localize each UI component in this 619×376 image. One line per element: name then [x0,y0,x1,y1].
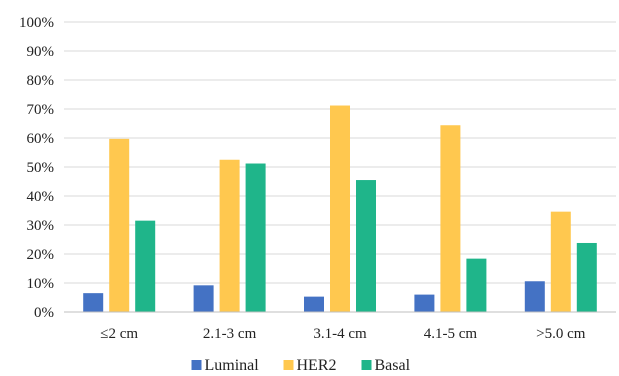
y-tick-label: 100% [19,15,54,31]
x-tick-label: 2.1-3 cm [203,326,257,342]
bar-luminal-4 [524,281,545,312]
legend-swatch-luminal [191,360,202,370]
bar-her2-0 [109,138,130,312]
bar-luminal-1 [193,285,214,312]
bar-her2-2 [330,105,350,313]
legend-label-her2: HER2 [297,357,337,374]
y-tick-label: 0% [34,305,54,321]
y-tick-label: 30% [27,218,55,234]
bar-basal-2 [356,180,376,312]
bar-her2-3 [440,125,461,313]
legend-swatch-her2 [283,360,294,370]
y-tick-label: 70% [27,102,55,118]
x-tick-label: ≤2 cm [100,326,138,342]
legend-label-luminal: Luminal [205,357,260,374]
y-tick-label: 50% [27,160,55,176]
legend-swatch-basal [361,360,372,370]
bar-her2-4 [550,211,571,312]
legend: Luminal HER2 Basal [191,357,411,374]
bar-her2-1 [219,159,240,312]
y-tick-label: 60% [27,131,55,147]
bars [83,105,597,313]
y-tick-label: 90% [27,44,55,60]
y-tick-label: 40% [27,189,55,205]
x-tick-label: 3.1-4 cm [313,326,367,342]
x-tick-label: 4.1-5 cm [424,326,478,342]
bar-basal-3 [466,258,487,312]
y-tick-label: 80% [27,73,55,89]
bar-basal-4 [576,242,597,312]
x-tick-label: >5.0 cm [536,326,586,342]
y-tick-label: 10% [27,276,55,292]
bar-luminal-3 [414,294,435,312]
bar-basal-0 [135,220,156,312]
bar-basal-1 [245,163,266,312]
legend-label-basal: Basal [375,357,411,374]
bar-luminal-0 [83,293,104,312]
y-tick-label: 20% [27,247,55,263]
x-axis-tick-labels: ≤2 cm 2.1-3 cm 3.1-4 cm 4.1-5 cm >5.0 cm [100,326,585,342]
bar-luminal-2 [304,296,324,312]
y-axis-tick-labels: 0% 10% 20% 30% 40% 50% 60% 70% 80% 90% 100% [19,15,54,321]
